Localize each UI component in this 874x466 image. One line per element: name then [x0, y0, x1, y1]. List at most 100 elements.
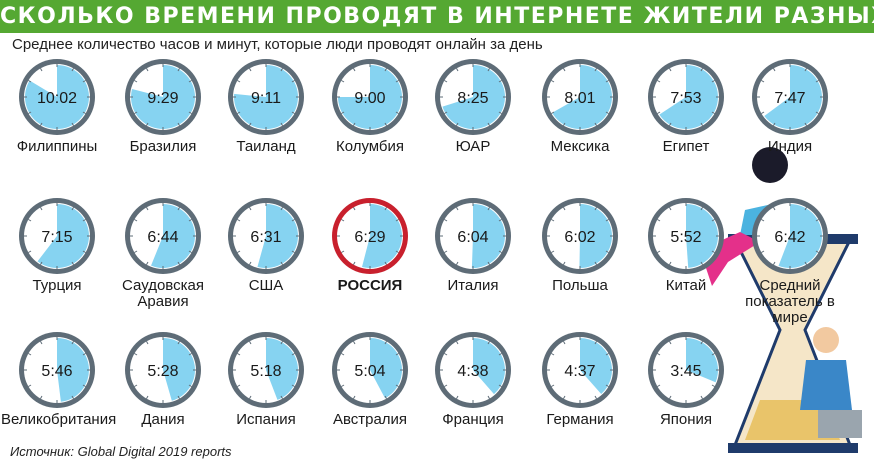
value-label: 6:29	[354, 229, 385, 246]
category-label: Турция	[32, 277, 82, 294]
clock-tick	[498, 250, 502, 253]
clock-tick	[280, 207, 283, 211]
category-label: Италия	[447, 277, 499, 294]
source: Источник: Global Digital 2019 reports	[10, 444, 232, 459]
clock-tick	[341, 80, 345, 83]
clock-tick	[188, 111, 192, 114]
clock-sector	[579, 204, 613, 269]
clock-tick	[444, 384, 448, 387]
clock-tick	[177, 207, 180, 211]
clock-tick	[28, 111, 32, 114]
clock-tick	[711, 219, 715, 222]
clock-tick	[291, 219, 295, 222]
clock-sector	[552, 65, 613, 129]
clock-sector	[24, 65, 89, 129]
clock-tick	[605, 111, 609, 114]
clock-tick	[773, 122, 776, 126]
clock-tick	[291, 250, 295, 253]
clock-tick	[82, 384, 86, 387]
clock-tick	[594, 341, 597, 345]
clock-tick	[71, 68, 74, 72]
clock-tick	[605, 80, 609, 83]
value-label: 8:25	[457, 90, 488, 107]
clock-tick	[28, 353, 32, 356]
clock-tick	[487, 341, 490, 345]
clock-tick	[249, 261, 252, 265]
clock-tick	[456, 68, 459, 72]
clock-tick	[134, 219, 138, 222]
clock-tick	[456, 341, 459, 345]
clock-tick	[605, 219, 609, 222]
clock-tick	[237, 219, 241, 222]
clock-tick	[249, 341, 252, 345]
clock-tick	[237, 384, 241, 387]
clock-tick	[341, 353, 345, 356]
clock-tick	[711, 384, 715, 387]
clock-tick	[188, 80, 192, 83]
clock-tick	[669, 68, 672, 72]
clock-tick	[249, 68, 252, 72]
clock-tick	[291, 353, 295, 356]
clock-tick	[605, 353, 609, 356]
clock-tick	[444, 219, 448, 222]
clock-tick	[761, 219, 765, 222]
category-label: Китай	[665, 277, 707, 294]
clock-tick	[280, 341, 283, 345]
clock-tick	[456, 261, 459, 265]
clock-tick	[657, 80, 661, 83]
clock-tick	[353, 68, 356, 72]
value-label: 5:04	[354, 363, 385, 380]
clock-tick	[177, 395, 180, 399]
clock-tick	[395, 250, 399, 253]
clock-tick	[498, 384, 502, 387]
clock-tick	[456, 122, 459, 126]
clock-tick	[700, 207, 703, 211]
clock-tick	[249, 122, 252, 126]
clock-tick	[498, 353, 502, 356]
clock-tick	[40, 122, 43, 126]
clock-tick	[146, 341, 149, 345]
clock-tick	[146, 261, 149, 265]
clock-tick	[605, 384, 609, 387]
clock-tick	[761, 80, 765, 83]
category-label: ЮАР	[455, 138, 491, 155]
clock-tick	[498, 111, 502, 114]
clock-tick	[487, 122, 490, 126]
clock-tick	[711, 250, 715, 253]
clock-tick	[384, 395, 387, 399]
clock-tick	[71, 395, 74, 399]
clock-tick	[657, 111, 661, 114]
clock-tick	[804, 207, 807, 211]
clock-tick	[237, 111, 241, 114]
clock-tick	[40, 68, 43, 72]
value-label: 5:52	[670, 229, 701, 246]
clock-sector	[37, 204, 89, 268]
clock-tick	[456, 395, 459, 399]
clock-tick	[188, 219, 192, 222]
clock-tick	[804, 122, 807, 126]
category-label: Австралия	[332, 411, 408, 428]
clock-sector	[257, 204, 298, 268]
clock-tick	[353, 341, 356, 345]
value-label: 7:15	[41, 229, 72, 246]
clock-tick	[551, 219, 555, 222]
clock-sector	[659, 65, 718, 129]
clock-tick	[280, 261, 283, 265]
category-label: Колумбия	[335, 138, 405, 155]
clock-tick	[395, 80, 399, 83]
clock-tick	[341, 219, 345, 222]
clock-tick	[341, 111, 345, 114]
clock-tick	[487, 207, 490, 211]
clock-sector	[580, 338, 612, 394]
clock-tick	[815, 80, 819, 83]
value-label: 9:11	[251, 90, 281, 107]
clock-tick	[669, 341, 672, 345]
clock-tick	[40, 207, 43, 211]
value-label: 6:31	[250, 229, 281, 246]
clock-tick	[700, 122, 703, 126]
clock-tick	[71, 207, 74, 211]
clock-tick	[237, 250, 241, 253]
clock-tick	[395, 111, 399, 114]
clock-tick	[657, 384, 661, 387]
